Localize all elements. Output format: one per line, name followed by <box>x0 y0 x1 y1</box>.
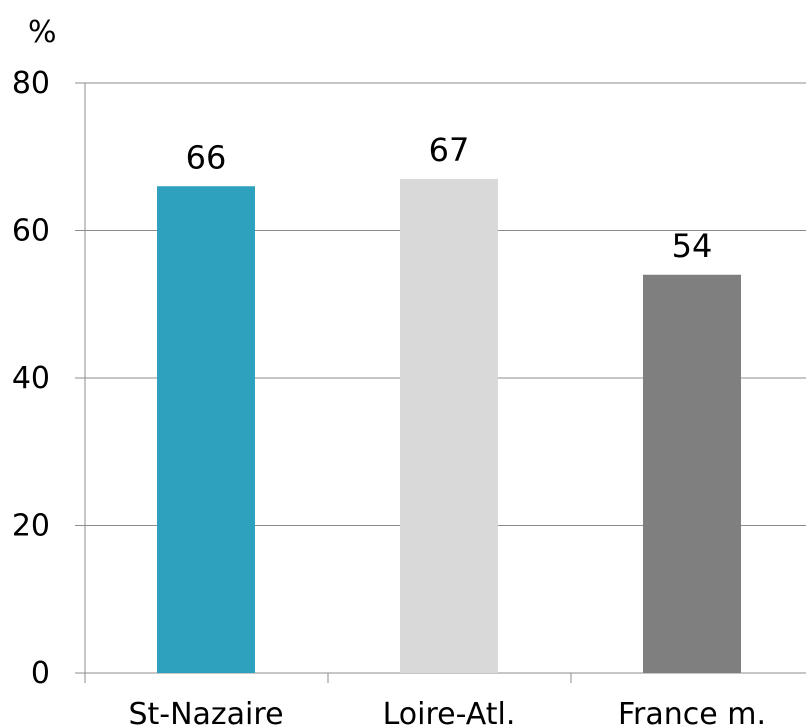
x-tick-label: Loire-Atl. <box>383 697 516 727</box>
y-tick-label: 40 <box>12 361 50 396</box>
bar <box>643 274 741 673</box>
data-label: 66 <box>186 138 227 176</box>
bars <box>157 178 741 673</box>
y-tick-label: 60 <box>12 214 50 249</box>
y-axis-unit-label: % <box>28 15 57 50</box>
bar <box>157 186 255 673</box>
y-tick-label: 20 <box>12 509 50 544</box>
y-tick-label: 0 <box>31 656 50 691</box>
bar <box>400 178 498 673</box>
labels: 0 20 40 60 80 66 St-Nazaire 67 Loire-Atl. 54 Franc… <box>12 66 766 727</box>
data-label: 54 <box>672 227 713 265</box>
x-tick-label: St-Nazaire <box>128 697 283 727</box>
y-tick-label: 80 <box>12 66 50 101</box>
x-tick-label: France m. <box>618 697 766 727</box>
data-label: 67 <box>429 131 470 169</box>
